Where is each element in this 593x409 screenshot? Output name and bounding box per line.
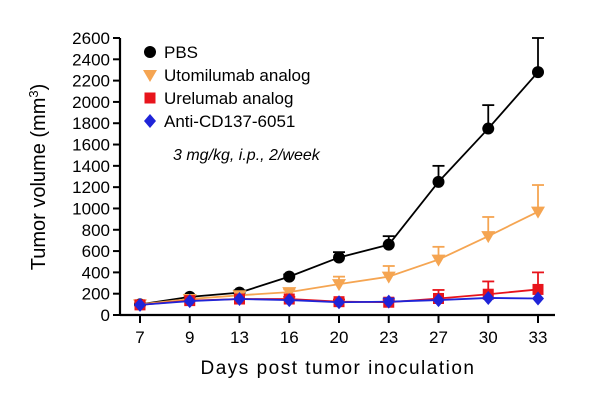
y-tick-label: 600 [82, 242, 110, 261]
data-point [481, 231, 496, 244]
legend-marker [144, 92, 156, 104]
data-point [532, 291, 544, 306]
data-point [532, 66, 544, 79]
y-tick-label: 0 [101, 306, 110, 325]
y-tick-label: 2400 [72, 50, 110, 69]
annotation-text: 3 mg/kg, i.p., 2/week [173, 147, 321, 164]
y-axis-label: Tumor volume (mm3) [26, 84, 51, 271]
y-tick-label: 2000 [72, 93, 110, 112]
x-tick-label: 33 [529, 328, 548, 347]
x-tick-label: 13 [230, 328, 249, 347]
data-point [482, 122, 495, 135]
data-point [134, 297, 146, 312]
data-point [382, 294, 395, 309]
data-point [431, 254, 446, 267]
data-point [332, 279, 346, 292]
y-axis-label-close: ) [28, 84, 50, 91]
legend-marker [144, 114, 156, 128]
legend-label: Utomilumab analog [164, 66, 310, 85]
x-axis-label: Days post tumor inoculation [201, 358, 476, 379]
data-point [532, 283, 544, 295]
y-tick-label: 1800 [72, 114, 110, 133]
legend-marker [144, 46, 156, 58]
legend-label: Anti-CD137-6051 [164, 112, 295, 131]
axes: 0 200 400 600 800 1000 1200 1400 1600 1800 2000 220… [72, 29, 555, 347]
x-tick-label: 7 [135, 328, 144, 347]
y-tick-label: 400 [82, 263, 110, 282]
y-axis-label-superscript: 3 [26, 90, 41, 97]
x-tick-label: 16 [280, 328, 299, 347]
legend-label: Urelumab analog [164, 89, 293, 108]
y-tick-label: 1600 [72, 136, 110, 155]
data-point [333, 295, 345, 310]
data-point [432, 293, 445, 308]
data-point [432, 175, 445, 188]
data-point [283, 293, 296, 308]
x-tick-label: 9 [185, 328, 194, 347]
data-point [183, 294, 196, 309]
x-tick-label: 23 [379, 328, 398, 347]
data-point [283, 270, 296, 283]
data-point [531, 206, 545, 219]
x-tick-label: 20 [330, 328, 349, 347]
data-point [382, 238, 395, 251]
y-axis-label-text: Tumor volume (mm [28, 98, 50, 271]
x-tick-label: 27 [429, 328, 448, 347]
data-point [333, 251, 345, 264]
legend-marker [143, 70, 157, 82]
y-tick-label: 1000 [72, 199, 110, 218]
data-point [233, 292, 246, 307]
legend: PBS Utomilumab analog Urelumab analog Anti-… [143, 43, 310, 131]
x-tick-label: 30 [479, 328, 498, 347]
y-tick-label: 200 [82, 285, 110, 304]
y-tick-label: 2200 [72, 72, 110, 91]
legend-label: PBS [164, 43, 198, 62]
data-point [381, 271, 396, 284]
y-tick-label: 800 [82, 221, 110, 240]
series-3 [134, 290, 544, 312]
y-tick-label: 1200 [72, 178, 110, 197]
data-point [482, 290, 495, 305]
y-tick-label: 2600 [72, 29, 110, 48]
series-layer [133, 37, 545, 312]
y-tick-label: 1400 [72, 157, 110, 176]
